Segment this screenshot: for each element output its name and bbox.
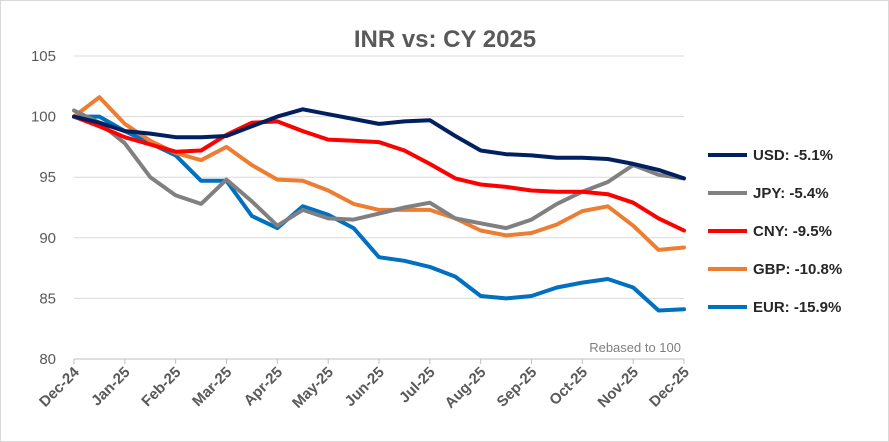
x-tick-label: Oct-25 [546, 364, 591, 409]
rebased-annotation: Rebased to 100 [589, 340, 681, 355]
series-line-4 [72, 114, 686, 313]
y-tick-label: 90 [39, 230, 56, 247]
legend-label: USD: -5.1% [753, 147, 833, 164]
series-line-3 [72, 95, 686, 252]
x-tick-label: May-25 [289, 364, 337, 412]
series-lines [72, 95, 686, 313]
x-tick-label: Mar-25 [189, 364, 235, 410]
legend-label: CNY: -9.5% [753, 223, 832, 240]
y-axis-ticks: 80 85 90 95 100 105 [31, 48, 56, 368]
x-tick-label: Dec-25 [646, 364, 693, 411]
x-tick-label: Feb-25 [138, 364, 184, 410]
x-tick-label: Jul-25 [396, 364, 439, 407]
legend-label: EUR: -15.9% [753, 299, 841, 316]
x-tick-label: Jun-25 [342, 364, 388, 410]
chart-title: INR vs: CY 2025 [354, 26, 536, 53]
x-tick-label: Nov-25 [595, 364, 642, 411]
series-line-2 [72, 114, 686, 233]
x-tick-label: Sep-25 [494, 364, 541, 411]
legend-label: GBP: -10.8% [753, 261, 842, 278]
x-tick-label: Apr-25 [241, 364, 287, 410]
x-tick-label: Aug-25 [442, 364, 490, 412]
y-tick-label: 80 [39, 351, 56, 368]
y-tick-label: 85 [39, 290, 56, 307]
y-tick-label: 105 [31, 48, 56, 65]
y-tick-label: 95 [39, 169, 56, 186]
x-axis-ticks: Dec-24 Jan-25 Feb-25 Mar-25 Apr-25 May-25 Jun-… [36, 359, 693, 412]
y-tick-label: 100 [31, 109, 56, 126]
legend: USD: -5.1% JPY: -5.4% CNY: -9.5% GBP: -10.8… [708, 147, 842, 316]
legend-label: JPY: -5.4% [753, 185, 829, 202]
series-line-0 [72, 107, 686, 181]
x-tick-label: Jan-25 [88, 364, 134, 410]
x-tick-label: Dec-24 [36, 363, 83, 410]
